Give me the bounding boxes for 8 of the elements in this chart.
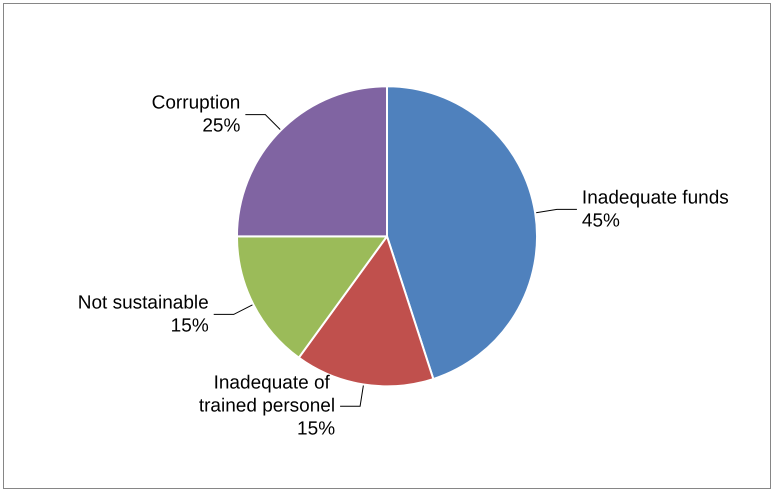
- data-label: 15%: [297, 418, 336, 440]
- slice-label: Inadequate funds: [582, 187, 729, 208]
- data-label: 45%: [582, 210, 620, 232]
- slice-label: Corruption: [152, 92, 240, 114]
- data-label: 25%: [202, 116, 240, 137]
- slice-label: Inadequate of trained personel: [198, 372, 336, 417]
- slice-label: Not sustainable: [78, 292, 209, 314]
- data-label: 15%: [170, 315, 209, 336]
